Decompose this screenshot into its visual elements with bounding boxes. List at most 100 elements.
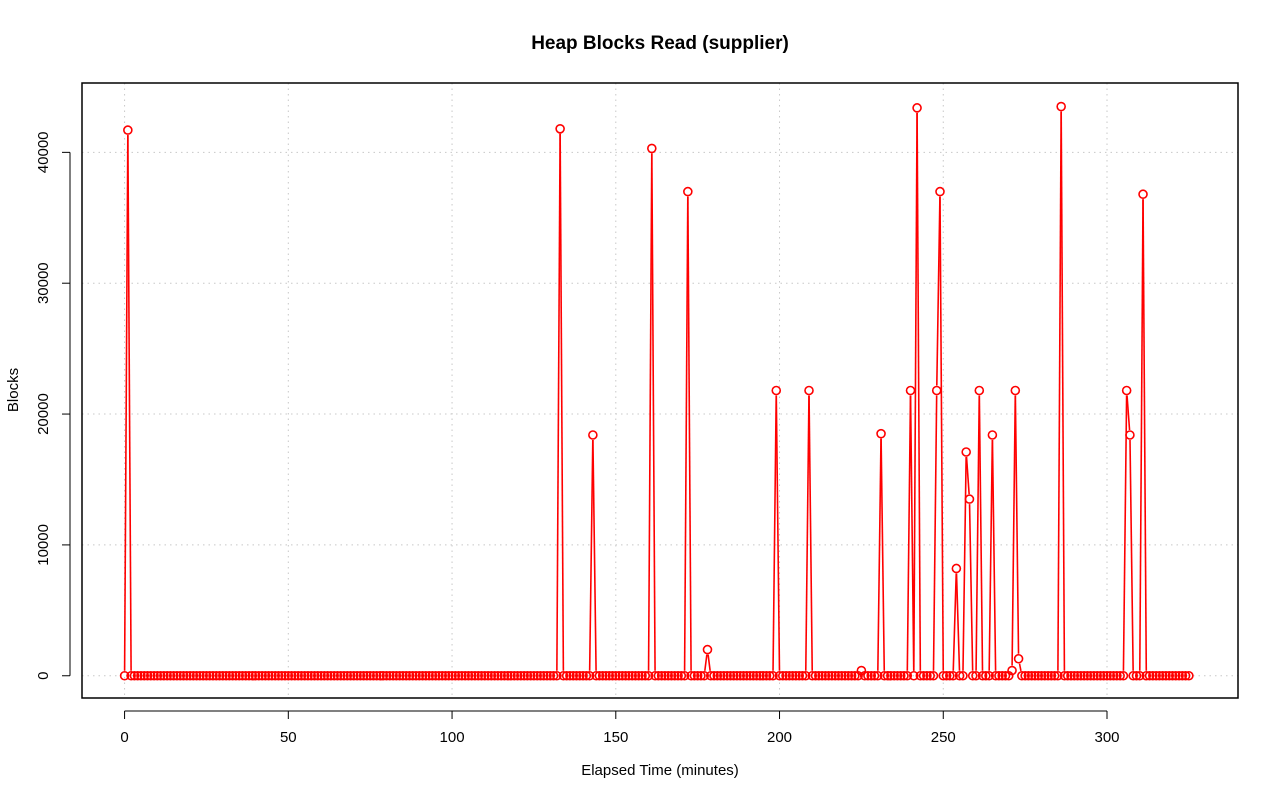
data-point [807, 670, 818, 681]
data-point [984, 670, 994, 681]
data-point [411, 670, 421, 681]
data-point [198, 670, 208, 681]
data-point [378, 670, 389, 681]
data-point [479, 670, 490, 681]
data-point [666, 670, 677, 681]
data-point [178, 670, 189, 681]
data-point [355, 670, 366, 681]
data-point [516, 670, 526, 681]
series-line-segment [707, 654, 711, 671]
data-point [466, 670, 477, 681]
data-point [250, 670, 261, 681]
data-point [650, 670, 660, 681]
data-point [686, 670, 696, 681]
data-point [519, 670, 529, 681]
data-point [588, 430, 598, 440]
data-point [846, 670, 857, 681]
data-point [172, 670, 182, 681]
data-point [168, 670, 179, 681]
data-point [231, 670, 241, 681]
data-point [791, 670, 801, 681]
series-line-segment [877, 438, 882, 671]
data-point [319, 670, 330, 681]
data-point [149, 670, 159, 681]
series-line-segment [1142, 199, 1148, 671]
data-point [558, 670, 569, 681]
data-point [208, 670, 218, 681]
data-point [159, 670, 169, 681]
x-tick-label: 300 [1094, 729, 1119, 746]
data-point [191, 670, 202, 681]
data-point [496, 670, 506, 681]
data-point [915, 670, 926, 681]
data-point [800, 670, 811, 681]
data-point [218, 670, 228, 681]
data-point [958, 670, 968, 681]
data-point [679, 670, 690, 681]
data-point [948, 670, 958, 681]
data-point [339, 670, 349, 681]
data-point [447, 670, 457, 681]
data-point [483, 670, 493, 681]
data-point [227, 670, 238, 681]
data-point [1066, 670, 1076, 681]
data-point [398, 670, 408, 681]
data-point [1036, 670, 1047, 681]
series-line-segment [592, 439, 597, 671]
data-point [493, 670, 503, 681]
data-point [620, 670, 631, 681]
data-point [565, 670, 575, 681]
data-point [814, 670, 824, 681]
data-point [918, 670, 929, 681]
series-line-segment [1126, 395, 1131, 431]
series-line-segment [687, 196, 692, 671]
data-point [240, 670, 251, 681]
data-point [404, 670, 415, 681]
data-point [306, 670, 317, 681]
data-point [866, 670, 877, 681]
data-point [414, 670, 425, 681]
data-point [692, 670, 703, 681]
series-line-segment [808, 395, 814, 671]
x-tick-label: 200 [767, 729, 792, 746]
data-point [1046, 670, 1057, 681]
data-point [1062, 670, 1073, 681]
data-point [922, 670, 932, 681]
data-point [470, 670, 480, 681]
series-line-segment [909, 395, 915, 671]
data-point [938, 670, 949, 681]
data-point [443, 670, 454, 681]
data-point [637, 670, 647, 681]
data-point [774, 670, 785, 681]
data-point [204, 670, 215, 681]
data-point [882, 670, 893, 681]
data-point [489, 670, 500, 681]
data-point [925, 670, 935, 681]
data-point [388, 670, 398, 681]
data-point [473, 670, 484, 681]
data-point [912, 103, 922, 113]
data-point [735, 670, 746, 681]
data-point [424, 670, 434, 681]
series-line-segment [772, 395, 777, 671]
data-point [1141, 670, 1152, 681]
data-point [702, 644, 713, 655]
data-point [381, 670, 392, 681]
data-point [859, 670, 870, 681]
data-point [545, 670, 556, 681]
data-point [833, 670, 844, 681]
data-point [705, 670, 716, 681]
data-point [1039, 670, 1050, 681]
data-point [578, 670, 588, 681]
data-point [457, 670, 467, 681]
data-point [656, 670, 667, 681]
data-point [787, 670, 798, 681]
data-point [647, 143, 657, 154]
data-point [430, 670, 441, 681]
data-point [1033, 670, 1044, 681]
series-line-segment [906, 395, 912, 671]
y-tick-label: 40000 [35, 131, 52, 173]
series-line-segment [651, 153, 656, 671]
data-point [604, 670, 615, 681]
data-point [794, 670, 804, 681]
